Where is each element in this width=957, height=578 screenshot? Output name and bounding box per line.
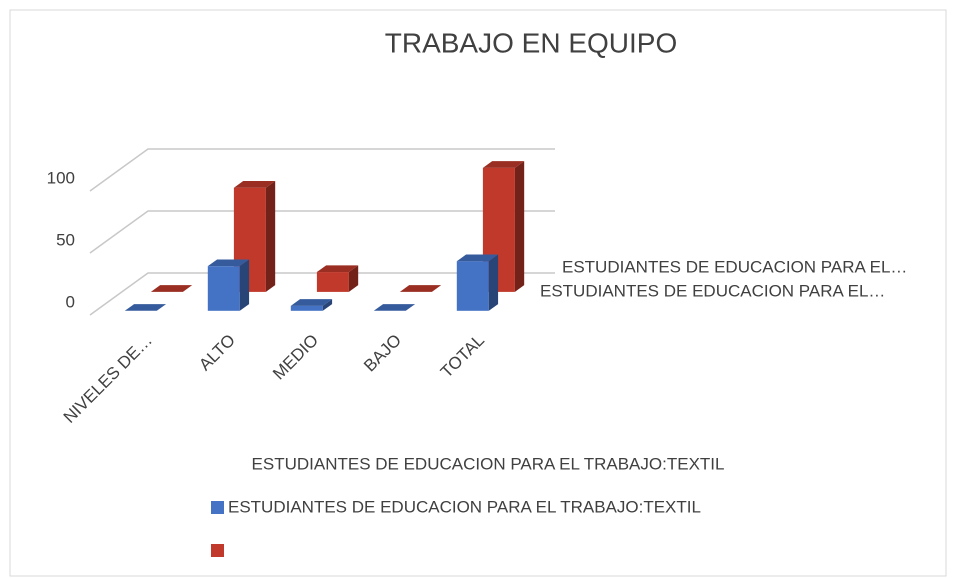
bar-front: [207, 266, 240, 311]
bar-side: [348, 265, 359, 292]
bar-top: [290, 299, 333, 306]
bar-side: [265, 181, 276, 292]
legend-label: ESTUDIANTES DE EDUCACION PARA EL TRABAJO…: [228, 497, 701, 516]
bar: [456, 254, 499, 311]
grid-line: [89, 148, 555, 192]
bar: [316, 265, 359, 292]
bar-top: [233, 181, 276, 188]
bar-side: [514, 161, 525, 292]
bar: [373, 304, 416, 311]
bar-top: [456, 254, 499, 262]
y-tick-label: 0: [66, 292, 75, 311]
bar-side: [322, 299, 333, 311]
legend-swatch: [211, 501, 224, 514]
bar: [124, 304, 167, 311]
depth-label: ESTUDIANTES DE EDUCACION PARA EL…: [540, 281, 885, 300]
bar-front: [290, 305, 323, 311]
grid-line: [89, 272, 555, 316]
bar: [150, 285, 193, 292]
bar-top: [207, 259, 250, 267]
legend-swatch: [211, 544, 224, 557]
bar-top: [482, 161, 525, 168]
bar-front: [456, 261, 489, 311]
y-tick-label: 50: [56, 230, 75, 249]
bar: [207, 259, 250, 311]
bar-top: [124, 304, 167, 311]
bar-side: [488, 254, 499, 311]
grid-line: [89, 210, 555, 254]
y-tick-label: 100: [47, 168, 75, 187]
depth-label: ESTUDIANTES DE EDUCACION PARA EL…: [562, 257, 907, 276]
bar-front: [316, 272, 349, 292]
bar-side: [239, 259, 250, 311]
bar: [399, 285, 442, 292]
bar-top: [399, 285, 442, 292]
bar-top: [373, 304, 416, 311]
chart-title: TRABAJO EN EQUIPO: [385, 27, 678, 58]
bar-top: [150, 285, 193, 292]
bar: [290, 299, 333, 311]
x-axis-title: ESTUDIANTES DE EDUCACION PARA EL TRABAJO…: [252, 454, 725, 473]
bar-top: [316, 265, 359, 273]
